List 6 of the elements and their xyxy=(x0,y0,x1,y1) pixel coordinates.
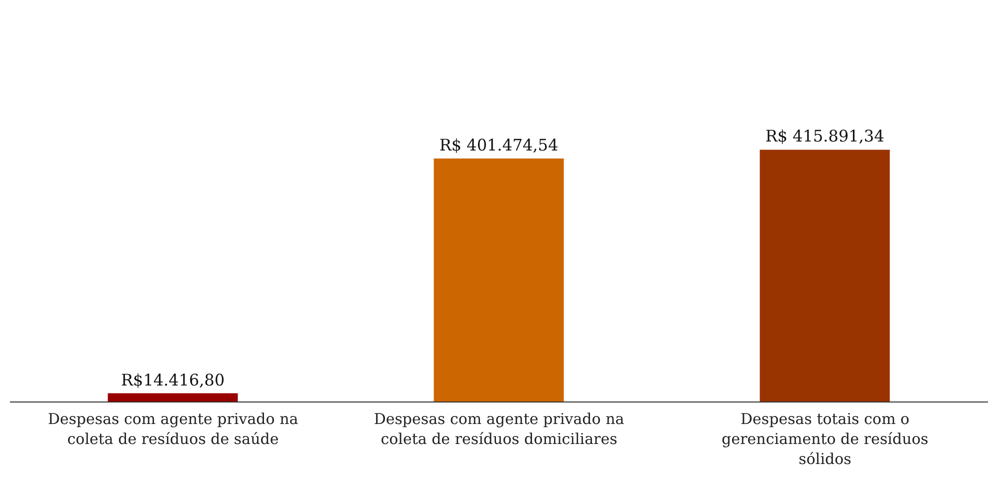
x-tick-label: Despesas com agente privado na coleta de resíduos de saúde xyxy=(48,410,298,448)
data-label: R$ 401.474,54 xyxy=(439,135,558,154)
data-label: R$14.416,80 xyxy=(120,370,225,390)
x-tick-label: Despesas totais com o gerenciamento de resíduos sólidos xyxy=(722,410,928,468)
x-tick-label: Despesas com agente privado na coleta de resíduos domiciliares xyxy=(374,410,624,448)
data-label: R$ 415.891,34 xyxy=(765,126,884,146)
